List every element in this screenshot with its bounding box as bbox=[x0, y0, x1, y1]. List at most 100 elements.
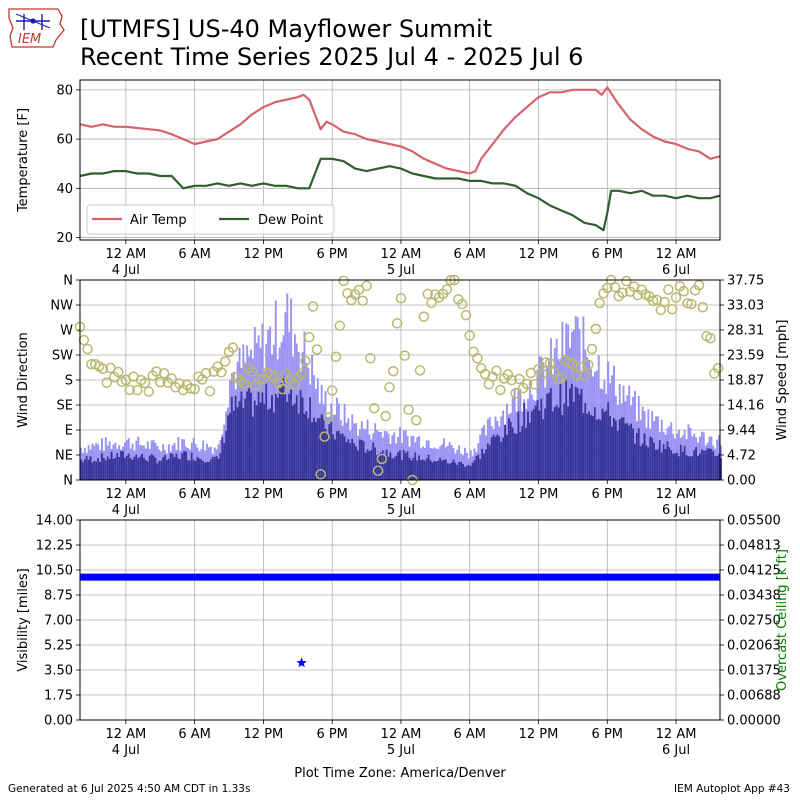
wind-speed-bar bbox=[519, 431, 522, 480]
wind-direction-marker bbox=[365, 353, 376, 364]
chart-title: [UTMFS] US-40 Mayflower Summit bbox=[80, 15, 493, 43]
wind-speed-bar bbox=[668, 447, 671, 480]
wind-gust-bar bbox=[456, 449, 459, 480]
vis-ylabel-right: Overcast Ceiling [k ft] bbox=[775, 549, 790, 691]
wind-gust-bar bbox=[464, 447, 466, 480]
wind-speed-bar bbox=[494, 436, 497, 480]
wind-gust-bar bbox=[202, 440, 205, 480]
wind-speed-bar bbox=[267, 409, 270, 480]
wind-direction-marker bbox=[491, 365, 502, 376]
wind-speed-bar bbox=[698, 453, 701, 480]
wind-xtick-label: 12 AM bbox=[381, 487, 422, 502]
vis-xtick-label: 12 AM bbox=[105, 727, 146, 742]
wind-speed-bar bbox=[557, 407, 560, 480]
vis-xtick-label: 6 PM bbox=[316, 727, 347, 742]
wind-speed-bar bbox=[238, 401, 241, 480]
wind-speed-bar bbox=[720, 458, 722, 480]
wind-gust-bar bbox=[91, 443, 94, 480]
wind-speed-bar bbox=[425, 458, 428, 480]
wind-speed-bar bbox=[85, 455, 88, 480]
wind-speed-bar bbox=[269, 408, 272, 480]
wind-direction-marker bbox=[472, 353, 483, 364]
wind-ytick-label: NE bbox=[55, 449, 73, 464]
wind-speed-bar bbox=[313, 417, 315, 480]
wind-ytick-label: N bbox=[63, 474, 73, 489]
wind-speed-bar bbox=[570, 383, 573, 480]
wind-ytick-label-right: 0.00 bbox=[727, 474, 756, 489]
wind-ytick-label-right: 4.72 bbox=[727, 449, 756, 464]
wind-speed-bar bbox=[200, 459, 203, 480]
wind-speed-bar bbox=[660, 452, 663, 480]
wind-speed-bar bbox=[677, 456, 680, 480]
wind-speed-bar bbox=[442, 459, 445, 480]
wind-speed-bar bbox=[204, 462, 207, 480]
wind-ytick-label-right: 18.87 bbox=[727, 374, 764, 389]
wind-speed-bar bbox=[593, 407, 596, 480]
wind-speed-bar bbox=[525, 427, 528, 480]
wind-speed-bar bbox=[450, 462, 453, 480]
wind-speed-bar bbox=[685, 455, 688, 480]
wind-speed-bar bbox=[603, 412, 606, 480]
wind-speed-bar bbox=[485, 449, 487, 480]
temp-legend: Air Temp Dew Point bbox=[86, 204, 335, 235]
temp-xtick-label: 12 AM bbox=[656, 247, 697, 262]
wind-speed-bar bbox=[322, 415, 325, 480]
wind-direction-marker bbox=[139, 377, 151, 389]
vis-xtick-label: 12 PM bbox=[244, 727, 284, 742]
dew-point-line bbox=[79, 157, 721, 232]
temp-xtick-label: 12 AM bbox=[381, 247, 422, 262]
wind-speed-bar bbox=[314, 421, 317, 480]
wind-speed-bar bbox=[613, 417, 615, 480]
wind-speed-bar bbox=[120, 451, 123, 480]
vis-xtick-label: 12 AM bbox=[381, 727, 422, 742]
wind-direction-marker bbox=[304, 332, 315, 343]
wind-speed-bar bbox=[410, 460, 413, 480]
wind-speed-bar bbox=[133, 456, 136, 480]
wind-gust-bar bbox=[104, 437, 107, 480]
wind-speed-bar bbox=[666, 441, 669, 480]
wind-direction-marker bbox=[151, 366, 162, 377]
wind-direction-marker bbox=[246, 366, 258, 377]
wind-speed-bar bbox=[110, 451, 113, 480]
wind-speed-bar bbox=[366, 449, 369, 480]
wind-speed-bar bbox=[551, 411, 554, 480]
wind-speed-bar bbox=[590, 415, 592, 480]
wind-speed-bar bbox=[492, 434, 495, 480]
wind-speed-bar bbox=[141, 453, 144, 480]
wind-speed-bar bbox=[278, 386, 281, 480]
vis-ytick-label-right: 0.03438 bbox=[727, 589, 781, 604]
wind-gust-bar bbox=[410, 435, 413, 480]
wind-gust-bar bbox=[274, 300, 277, 480]
wind-speed-bar bbox=[414, 452, 417, 480]
vis-day-label: 4 Jul bbox=[112, 743, 140, 758]
wind-speed-bar bbox=[502, 437, 505, 480]
wind-speed-bar bbox=[177, 458, 180, 480]
wind-day-label: 6 Jul bbox=[662, 503, 690, 518]
wind-speed-bar bbox=[162, 457, 165, 480]
wind-speed-bar bbox=[488, 445, 491, 480]
wind-speed-bar bbox=[81, 461, 84, 480]
wind-speed-bar bbox=[393, 457, 396, 480]
wind-ylabel-right: Wind Speed [mph] bbox=[775, 320, 790, 441]
wind-speed-bar bbox=[139, 456, 142, 480]
wind-speed-bar bbox=[634, 443, 636, 480]
vis-xtick-label: 12 PM bbox=[519, 727, 559, 742]
wind-speed-bar bbox=[693, 450, 696, 480]
wind-speed-bar bbox=[358, 439, 361, 480]
wind-speed-bar bbox=[538, 410, 541, 480]
wind-speed-bar bbox=[714, 455, 717, 480]
wind-speed-bar bbox=[378, 454, 380, 480]
wind-speed-bar bbox=[127, 453, 130, 480]
wind-direction-marker bbox=[594, 297, 605, 309]
wind-speed-bar bbox=[458, 461, 461, 480]
vis-ytick-label: 3.50 bbox=[44, 664, 73, 679]
wind-speed-bar bbox=[364, 452, 367, 480]
wind-gust-bar bbox=[582, 316, 585, 480]
wind-gust-bar bbox=[479, 434, 482, 480]
wind-speed-bar bbox=[441, 460, 443, 480]
wind-speed-bar bbox=[561, 415, 564, 480]
wind-speed-bar bbox=[687, 456, 690, 480]
wind-speed-bar bbox=[87, 459, 90, 480]
wind-gust-bar bbox=[469, 450, 472, 480]
wind-speed-bar bbox=[679, 444, 682, 480]
